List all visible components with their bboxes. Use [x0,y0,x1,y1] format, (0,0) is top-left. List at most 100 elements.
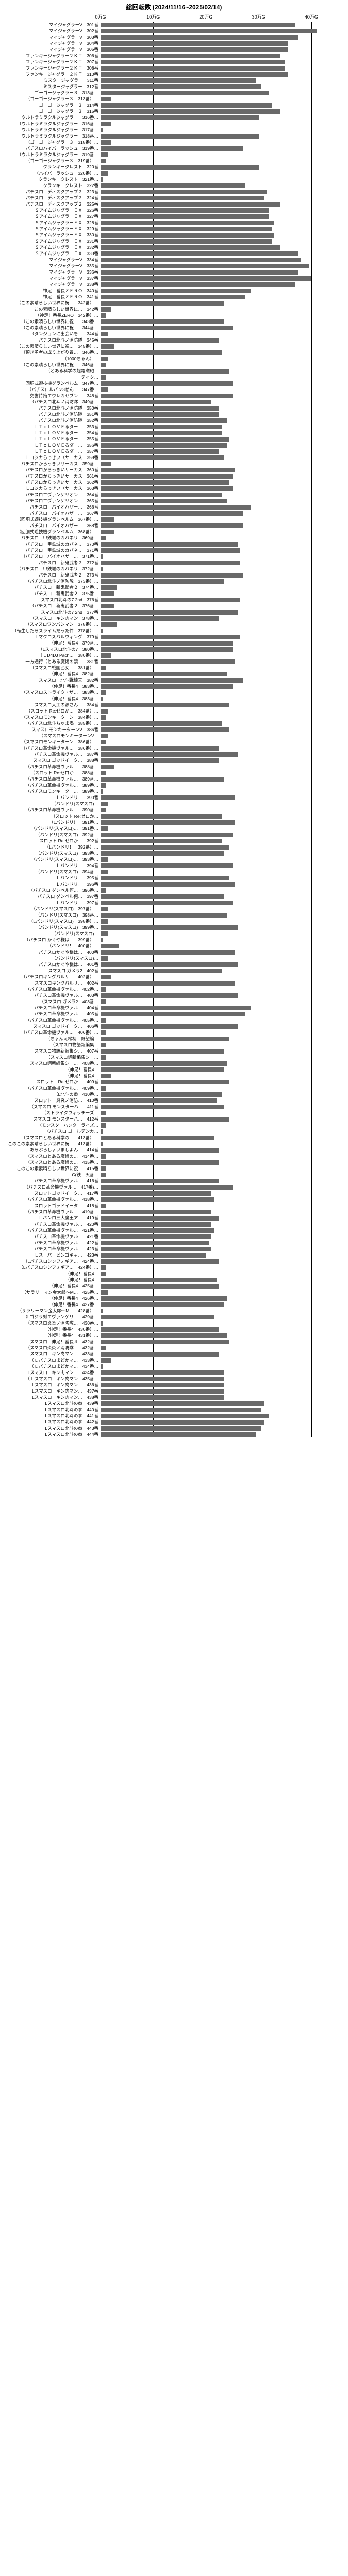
bar [101,1370,224,1375]
bar [101,944,119,948]
row-label: ファンキージャグラー２ＫＴ 308番 [26,65,98,71]
bar [101,1024,238,1029]
row-label: マイジャグラーV 335番 [49,263,98,269]
bar-row: （この素晴らしい世界に祝… 343番… [101,318,338,325]
row-label: スロットゴッドイータ… 417番 [34,1190,98,1196]
row-label: （バンドリ(スマスロ) 394番… [36,869,98,875]
bar-row: （パチスロ ダンベル何… 396番… [101,887,338,893]
row-label: （パチスロ 新鬼武者２ 376番… [30,603,98,609]
bar [101,561,240,565]
row-label: （転生したらスライムだった件 378番）… [12,628,98,634]
axis-tick: 10万G [146,13,160,20]
bar-row: パチスロ 甲鉄城のカバネリ 370番 [101,541,338,547]
bar-row: （ダンジョンに出会いを… 344番 [101,331,338,337]
bar-row: （バンドリ(スマスロ)… 393番… [101,856,338,862]
x-axis: 0万G10万G20万G30万G40万G [101,12,348,22]
bar [101,820,235,825]
row-label: パチスロからっきいサーカス 359番… [21,461,98,467]
bar [101,950,235,955]
bar-row: マイジャグラーV 304番 [101,40,338,46]
bar [101,381,233,386]
bar-row: （伸足！番長4… [101,1073,338,1079]
row-label: スマスロ ガメラ2 402番 [48,968,98,974]
bar-row: ＳアイムジャグラーＥＸ 333番 [101,250,338,257]
bar-row: （スマスロとある科学の… 413番）… [101,1134,338,1141]
bar [101,956,108,961]
row-label: Lスマスロ北斗の拳 443番 [45,1425,98,1431]
row-label: （Lパチスロシンフォギア… 424番）… [19,1264,98,1270]
bar-row: ゴーゴージャグラー３ 313番… [101,90,338,96]
bar [101,1346,106,1350]
bar [101,573,243,578]
row-label: （伸足！番長4 379番… [49,640,98,646]
bar-row: パチスロ北斗ノ消防隊 345番 [101,337,338,343]
row-label: Lスマスロ キン肉マン… 437番 [32,1388,98,1394]
bar-row: ＬＴｏＬＯＶＥるダー… 353番 [101,423,338,430]
bar-row: マイジャグラーV 336番 [101,269,338,275]
row-label: （バンドリ(スマスロ)… 393番… [31,856,98,862]
bar [101,480,229,485]
row-label: （パチスロ バイオハザー… 371番… [21,553,98,560]
row-label: Lスマスロ キン肉マン… 438番 [32,1394,98,1400]
row-label: （パチスロ革命機ヴァル… 389番… [25,782,98,788]
bar-row: パチスロ 甲鉄城のカバネリ 369番… [101,535,338,541]
row-label: パチスロ 甲鉄城のカバネリ 371番 [25,547,98,553]
bar [101,931,108,936]
row-label: ＳアイムジャグラーＥＸ 333番 [35,250,98,257]
bar-row: （スマスロ モンスターハ… 411番 [101,1104,338,1110]
bar [101,863,233,868]
row-label: パチスロ革命機ヴァル… 423番 [34,1246,98,1252]
bar-row: 一方通行（とある魔術の禁… 381番 [101,658,338,665]
bar-row: （パチスロモンキーター… 389番… [101,788,338,794]
bar-row: Ｌコジカらっきい（サーカス 358番 [101,454,338,461]
bar-row: （パチスロ 甲鉄城のカバネリ 372番… [101,566,338,572]
row-label: ウルトラミラクルジャグラー 317番… [21,127,98,133]
bar-row: （伸足！番長4 431番）… [101,1332,338,1338]
bar [101,598,240,602]
bar-row: パチスロ革命機ヴァル… 405番 [101,1011,338,1017]
bar [101,511,243,516]
row-label: パチスロ革命機ヴァル… 405番 [34,1011,98,1017]
bar-row: マイジャグラーV 334番 [101,257,338,263]
bar [101,987,106,992]
row-label: スマスロ ゴッドイータ… 388番 [33,757,98,764]
bar-row: （ゴーゴージャグラー３ 318番）… [101,139,338,145]
bar-row: （伸足！番長4… [101,1066,338,1073]
bar [101,1321,103,1326]
bar [101,140,111,145]
bar-row: （バンドリ(スマスロ)… [101,801,338,807]
row-label: （サラリーマン金太郎～M… 428番）… [18,1308,98,1314]
row-label: ＳアイムジャグラーＥＸ 330番 [35,232,98,238]
row-label: パチスロかぐや様は… 401番 [39,961,98,968]
row-label: （ L スマスロ キン肉マン 435番… [25,1376,98,1382]
bar-row: Lスマスロ北斗の拳 440番 [101,1406,338,1413]
row-label: （伸足！番長4 383番… [49,696,98,702]
bar-row: スマスロ 伸足！番長４ 432番… [101,1338,338,1345]
bar [101,72,288,77]
row-label: スロット Re:ゼロか… 392番 [39,838,98,844]
bar [101,845,229,850]
row-label: ＳアイムジャグラーＥＸ 329番 [35,226,98,232]
bar [101,406,219,411]
row-label: （スマスロ鋼新編集シー… [46,1054,98,1060]
bar [101,270,298,275]
row-label: （Lパチスロシンフォギア… 424番… [23,1258,98,1264]
bar-row: （パチスロ革命機ヴァル… 418番… [101,1196,338,1202]
bar [101,54,280,58]
bar-row: ミスタージャグラー 311番 [101,77,338,83]
row-label: パチスロからっきいサーカス 360番 [25,467,98,473]
row-label: （バンドリ(スマスロ) 392番… [36,832,98,838]
bar [101,795,235,800]
row-label: ファンキージャグラー２ＫＴ 310番 [26,71,98,77]
bar [101,833,233,837]
row-label: マイジャグラーV 337番 [49,275,98,281]
row-label: クランキークレスト 321番… [39,176,98,182]
row-label: スロットゴッドイータ… 418番 [34,1202,98,1209]
row-label: スマスロ ゴッドイータ… 406番 [33,1023,98,1029]
row-label: （パチスロ革命機ヴァル… 388番… [25,764,98,770]
axis-tick: 0万G [95,13,106,20]
bar [101,258,301,262]
bar [101,1333,227,1338]
bar-row: （ゴーゴージャグラー３ 319番）… [101,158,338,164]
row-label: （スマスロストライク・ザ… 383番… [21,689,98,696]
